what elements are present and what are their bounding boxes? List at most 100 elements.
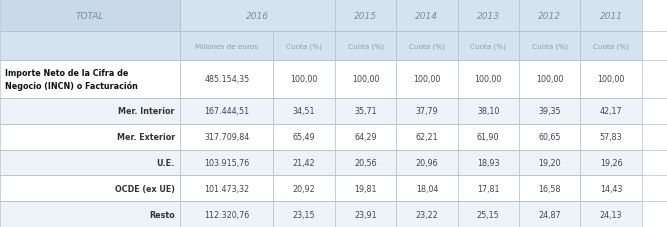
Bar [396, 201, 458, 227]
Text: 23,22: 23,22 [416, 210, 438, 219]
Bar [458, 61, 519, 99]
Text: 23,91: 23,91 [354, 210, 377, 219]
Bar [273, 99, 335, 124]
Text: 42,17: 42,17 [600, 107, 622, 116]
Bar [0, 61, 180, 99]
Text: 2015: 2015 [354, 12, 377, 21]
Bar [0, 201, 180, 227]
Bar [335, 201, 396, 227]
Bar [273, 124, 335, 150]
Text: U.E.: U.E. [157, 158, 175, 167]
Text: 2012: 2012 [538, 12, 561, 21]
Bar [0, 124, 180, 150]
Text: 100,00: 100,00 [536, 75, 564, 84]
Bar [519, 61, 580, 99]
Text: 14,43: 14,43 [600, 184, 622, 193]
Text: 2013: 2013 [477, 12, 500, 21]
Bar [180, 0, 335, 32]
Bar [580, 201, 642, 227]
Text: 64,29: 64,29 [354, 133, 377, 142]
Text: 103.915,76: 103.915,76 [204, 158, 249, 167]
Text: 24,87: 24,87 [538, 210, 561, 219]
Text: Cuota (%): Cuota (%) [470, 43, 506, 49]
Bar [458, 32, 519, 61]
Bar [458, 176, 519, 201]
Bar [458, 150, 519, 176]
Bar [519, 124, 580, 150]
Bar [273, 61, 335, 99]
Text: 60,65: 60,65 [538, 133, 561, 142]
Bar [335, 99, 396, 124]
Text: 485.154,35: 485.154,35 [204, 75, 249, 84]
Text: 167.444,51: 167.444,51 [204, 107, 249, 116]
Bar [519, 99, 580, 124]
Text: 317.709,84: 317.709,84 [204, 133, 249, 142]
Text: 100,00: 100,00 [290, 75, 318, 84]
Text: 35,71: 35,71 [354, 107, 377, 116]
Text: Cuota (%): Cuota (%) [409, 43, 445, 49]
Bar [335, 61, 396, 99]
Bar [396, 0, 458, 32]
Text: Cuota (%): Cuota (%) [348, 43, 384, 49]
Bar [273, 176, 335, 201]
Text: 20,92: 20,92 [293, 184, 315, 193]
Bar [0, 99, 180, 124]
Text: TOTAL: TOTAL [76, 12, 104, 21]
Bar [273, 150, 335, 176]
Bar [0, 150, 180, 176]
Text: OCDE (ex UE): OCDE (ex UE) [115, 184, 175, 193]
Text: 2016: 2016 [246, 12, 269, 21]
Text: 65,49: 65,49 [293, 133, 315, 142]
Text: 23,15: 23,15 [293, 210, 315, 219]
Text: Mer. Interior: Mer. Interior [118, 107, 175, 116]
Text: 2011: 2011 [600, 12, 622, 21]
Text: 62,21: 62,21 [416, 133, 438, 142]
Bar [519, 0, 580, 32]
Bar [396, 150, 458, 176]
Bar [180, 61, 273, 99]
Bar [458, 99, 519, 124]
Text: 19,81: 19,81 [354, 184, 377, 193]
Bar [396, 32, 458, 61]
Text: Mer. Exterior: Mer. Exterior [117, 133, 175, 142]
Text: Millones de euros: Millones de euros [195, 43, 258, 49]
Bar [180, 150, 273, 176]
Text: 100,00: 100,00 [474, 75, 502, 84]
Text: Cuota (%): Cuota (%) [532, 43, 568, 49]
Text: 18,93: 18,93 [477, 158, 500, 167]
Bar [519, 176, 580, 201]
Bar [335, 176, 396, 201]
Bar [180, 124, 273, 150]
Bar [458, 201, 519, 227]
Text: 57,83: 57,83 [600, 133, 622, 142]
Text: 18,04: 18,04 [416, 184, 438, 193]
Text: 16,58: 16,58 [538, 184, 561, 193]
Text: Cuota (%): Cuota (%) [286, 43, 322, 49]
Bar [180, 201, 273, 227]
Bar [396, 124, 458, 150]
Text: Importe Neto de la Cifra de
Negocio (INCN) o Facturación: Importe Neto de la Cifra de Negocio (INC… [5, 69, 137, 90]
Text: 2014: 2014 [416, 12, 438, 21]
Bar [458, 124, 519, 150]
Bar [458, 0, 519, 32]
Text: 17,81: 17,81 [477, 184, 500, 193]
Text: 100,00: 100,00 [597, 75, 625, 84]
Text: Cuota (%): Cuota (%) [593, 43, 629, 49]
Text: 37,79: 37,79 [416, 107, 438, 116]
Text: 19,20: 19,20 [538, 158, 561, 167]
Bar [0, 32, 180, 61]
Bar [273, 32, 335, 61]
Bar [396, 99, 458, 124]
Bar [0, 0, 180, 32]
Bar [580, 32, 642, 61]
Bar [180, 99, 273, 124]
Bar [335, 150, 396, 176]
Bar [335, 0, 396, 32]
Text: 19,26: 19,26 [600, 158, 622, 167]
Bar [580, 0, 642, 32]
Bar [273, 201, 335, 227]
Text: 21,42: 21,42 [293, 158, 315, 167]
Text: 61,90: 61,90 [477, 133, 500, 142]
Bar [180, 32, 273, 61]
Text: 24,13: 24,13 [600, 210, 622, 219]
